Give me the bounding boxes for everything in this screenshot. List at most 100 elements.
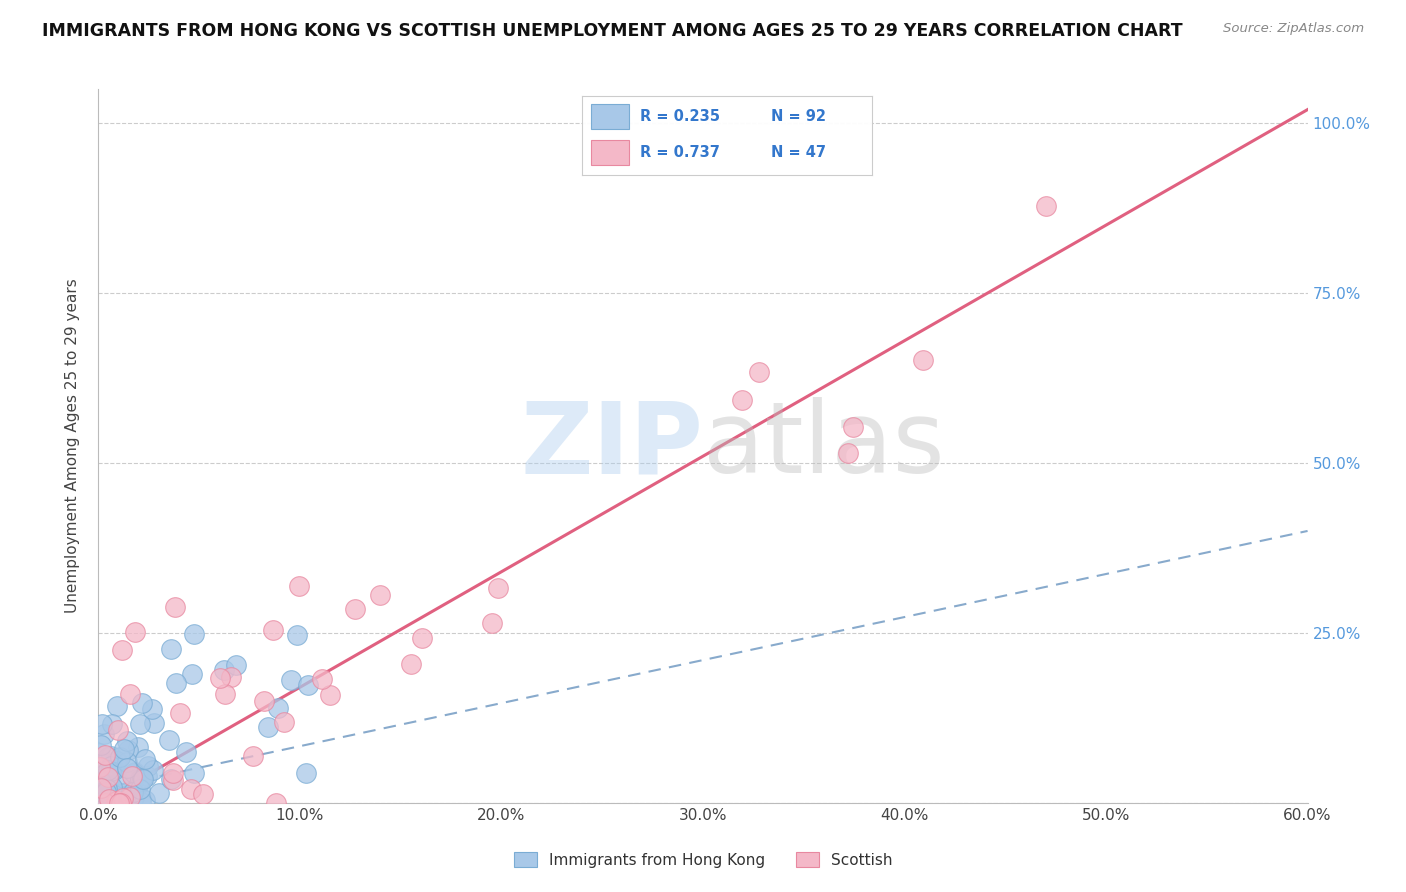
Point <box>112 787 135 801</box>
Point <box>128 776 150 790</box>
Point <box>165 676 187 690</box>
Point <box>169 706 191 720</box>
Y-axis label: Unemployment Among Ages 25 to 29 years: Unemployment Among Ages 25 to 29 years <box>65 278 80 614</box>
Point <box>122 765 145 780</box>
Point <box>87 787 110 801</box>
Point <box>285 627 308 641</box>
Point <box>129 782 152 797</box>
Point <box>103 763 125 777</box>
Point <box>209 671 232 685</box>
Point <box>297 677 319 691</box>
Point <box>127 778 149 792</box>
Point <box>221 670 243 684</box>
Point <box>131 696 153 710</box>
Point <box>212 664 235 678</box>
Point <box>90 780 112 795</box>
Point <box>343 602 366 616</box>
Text: ZIP: ZIP <box>520 398 703 494</box>
Point <box>124 765 146 780</box>
Point <box>107 723 129 738</box>
Text: atlas: atlas <box>703 398 945 494</box>
Point <box>842 420 865 434</box>
Point <box>122 785 145 799</box>
Point <box>399 657 422 672</box>
Point <box>911 353 934 368</box>
Point <box>160 772 183 786</box>
Point <box>122 770 145 784</box>
Point <box>90 791 112 805</box>
Point <box>97 749 120 764</box>
Point <box>105 754 128 768</box>
Point <box>91 756 114 771</box>
Point <box>148 786 170 800</box>
Point <box>107 793 129 807</box>
Point <box>319 688 342 702</box>
Point <box>134 752 156 766</box>
Point <box>266 796 288 810</box>
Point <box>191 787 214 801</box>
Point <box>89 793 111 807</box>
Point <box>90 775 112 789</box>
Point <box>134 793 156 807</box>
Point <box>110 796 132 810</box>
Point <box>97 770 120 784</box>
Point <box>117 734 139 748</box>
Point <box>94 785 117 799</box>
Point <box>97 764 120 778</box>
Point <box>120 687 142 701</box>
Point <box>103 762 125 776</box>
Point <box>122 789 145 804</box>
Text: IMMIGRANTS FROM HONG KONG VS SCOTTISH UNEMPLOYMENT AMONG AGES 25 TO 29 YEARS COR: IMMIGRANTS FROM HONG KONG VS SCOTTISH UN… <box>42 22 1182 40</box>
Point <box>96 782 118 797</box>
Point <box>262 623 284 637</box>
Point <box>87 746 110 760</box>
Point <box>100 758 122 772</box>
Point <box>183 765 205 780</box>
Point <box>183 626 205 640</box>
Point <box>111 643 134 657</box>
Point <box>94 784 117 798</box>
Point <box>174 745 197 759</box>
Point <box>837 445 859 459</box>
Point <box>108 749 131 764</box>
Point <box>94 796 117 810</box>
Point <box>93 778 115 792</box>
Point <box>93 793 115 807</box>
Point <box>287 579 309 593</box>
Legend: Immigrants from Hong Kong, Scottish: Immigrants from Hong Kong, Scottish <box>508 846 898 873</box>
Point <box>101 780 124 794</box>
Point <box>115 761 138 775</box>
Point <box>97 792 120 806</box>
Point <box>1035 199 1057 213</box>
Point <box>127 739 149 754</box>
Point <box>94 788 117 802</box>
Point <box>90 785 112 799</box>
Point <box>311 672 333 686</box>
Point <box>411 631 433 645</box>
Point <box>267 701 290 715</box>
Point <box>117 742 139 756</box>
Point <box>121 769 143 783</box>
Point <box>91 768 114 782</box>
Point <box>105 794 128 808</box>
Point <box>90 739 112 753</box>
Point <box>225 657 247 672</box>
Point <box>256 720 278 734</box>
Point <box>93 795 115 809</box>
Point <box>160 641 183 656</box>
Point <box>98 778 121 792</box>
Point <box>214 687 236 701</box>
Point <box>90 773 112 788</box>
Point <box>180 782 202 797</box>
Point <box>142 716 165 731</box>
Point <box>128 717 150 731</box>
Point <box>242 749 264 764</box>
Point <box>100 764 122 778</box>
Point <box>138 759 160 773</box>
Point <box>162 773 184 788</box>
Point <box>112 771 135 785</box>
Point <box>97 788 120 802</box>
Point <box>104 794 127 808</box>
Point <box>132 772 155 787</box>
Point <box>731 392 754 407</box>
